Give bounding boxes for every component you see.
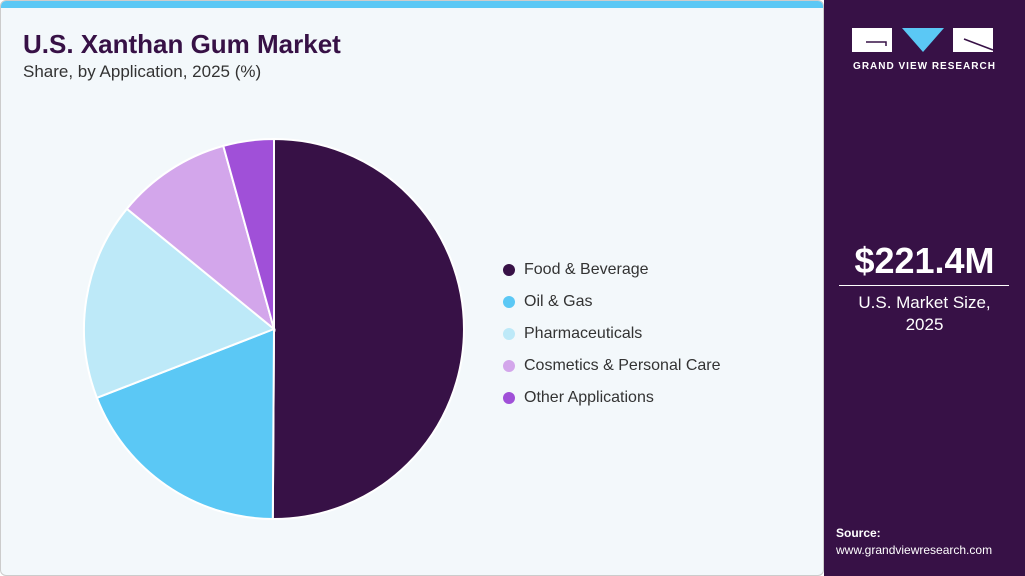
market-size-label-year: 2025 (905, 315, 944, 334)
chart-subtitle: Share, by Application, 2025 (%) (23, 62, 262, 81)
source-label: Source: (836, 526, 881, 540)
pie-slice-food-beverage (271, 137, 465, 520)
market-size-value: $221.4M (854, 240, 995, 281)
pie-slice-oil-gas (95, 327, 276, 521)
legend-item: Oil & Gas (503, 286, 721, 318)
legend-swatch (503, 296, 515, 308)
source-link[interactable]: www.grandviewresearch.com (836, 543, 993, 557)
legend-item: Other Applications (503, 382, 721, 414)
legend-item: Cosmetics & Personal Care (503, 350, 721, 382)
legend-label: Cosmetics & Personal Care (524, 357, 721, 374)
legend-swatch (503, 264, 515, 276)
pie-slice-cosmetics-personal-care (125, 144, 276, 332)
logo-text: GRAND VIEW RESEARCH (853, 61, 996, 72)
legend-swatch (503, 328, 515, 340)
market-size-label: U.S. Market Size, 2025 (824, 292, 1025, 336)
pie-chart (83, 137, 465, 521)
legend-swatch (503, 392, 515, 404)
chart-card: U.S. Xanthan Gum Market Share, by Applic… (0, 0, 824, 576)
legend-label: Food & Beverage (524, 261, 649, 278)
pie-slice-pharmaceuticals (83, 207, 276, 400)
legend-item: Pharmaceuticals (503, 318, 721, 350)
legend-label: Oil & Gas (524, 293, 593, 310)
legend-label: Other Applications (524, 389, 654, 406)
pie-slice-other-applications (222, 137, 275, 330)
market-size-label-line1: U.S. Market Size, (858, 293, 991, 312)
accent-bar (1, 1, 823, 8)
grand-view-research-logo (852, 28, 994, 52)
legend-swatch (503, 360, 515, 372)
legend-item: Food & Beverage (503, 254, 721, 286)
divider (839, 285, 1009, 286)
legend: Food & Beverage Oil & Gas Pharmaceuticals C… (503, 254, 721, 414)
legend-label: Pharmaceuticals (524, 325, 643, 342)
sidebar: GRAND VIEW RESEARCH $221.4M U.S. Market … (824, 0, 1025, 576)
chart-title: U.S. Xanthan Gum Market (23, 29, 341, 59)
